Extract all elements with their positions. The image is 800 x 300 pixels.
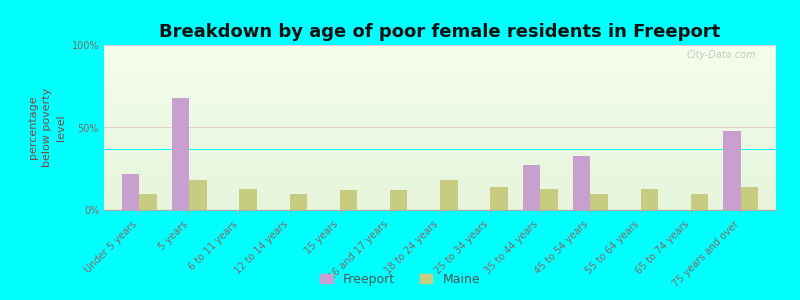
Bar — [104, 122, 776, 125]
Bar — [104, 202, 776, 205]
Bar — [104, 116, 776, 119]
Bar — [104, 130, 776, 133]
Bar — [104, 86, 776, 89]
Bar — [104, 114, 776, 116]
Bar — [190, 180, 207, 210]
Bar — [104, 125, 776, 128]
Bar — [104, 152, 776, 155]
Bar — [104, 141, 776, 144]
Bar — [641, 188, 658, 210]
Bar — [104, 81, 776, 83]
Bar — [104, 166, 776, 169]
Bar — [440, 180, 458, 210]
Bar — [104, 59, 776, 62]
Bar — [104, 149, 776, 152]
Bar — [104, 174, 776, 177]
Bar — [104, 128, 776, 130]
Bar — [104, 50, 776, 53]
Bar — [104, 196, 776, 199]
Bar — [104, 160, 776, 163]
Bar — [104, 94, 776, 97]
Bar — [104, 139, 776, 141]
Bar — [104, 56, 776, 59]
Bar — [104, 119, 776, 122]
Bar — [104, 103, 776, 106]
Bar — [340, 190, 358, 210]
Bar — [290, 194, 307, 210]
Bar — [104, 53, 776, 56]
Bar — [104, 182, 776, 185]
Bar — [590, 194, 608, 210]
Bar — [522, 165, 540, 210]
Bar — [490, 187, 508, 210]
Bar — [104, 177, 776, 180]
Legend: Freeport, Maine: Freeport, Maine — [315, 268, 485, 291]
Bar — [104, 92, 776, 94]
Bar — [104, 136, 776, 139]
Bar — [104, 144, 776, 147]
Bar — [104, 78, 776, 81]
Bar — [104, 64, 776, 67]
Bar — [104, 111, 776, 114]
Bar — [104, 205, 776, 207]
Bar — [104, 185, 776, 188]
Bar — [104, 169, 776, 172]
Bar — [104, 89, 776, 92]
Bar — [104, 67, 776, 70]
Bar — [104, 188, 776, 191]
Bar — [104, 158, 776, 160]
Bar — [104, 108, 776, 111]
Bar — [104, 147, 776, 149]
Bar — [104, 106, 776, 108]
Bar — [573, 155, 590, 210]
Bar — [104, 73, 776, 75]
Y-axis label: percentage
below poverty
level: percentage below poverty level — [28, 88, 66, 167]
Bar — [104, 70, 776, 73]
Bar — [104, 48, 776, 50]
Bar — [104, 180, 776, 182]
Bar — [540, 188, 558, 210]
Bar — [104, 155, 776, 158]
Bar — [122, 174, 139, 210]
Bar — [104, 97, 776, 100]
Title: Breakdown by age of poor female residents in Freeport: Breakdown by age of poor female resident… — [159, 23, 721, 41]
Bar — [741, 187, 758, 210]
Bar — [104, 45, 776, 48]
Bar — [104, 75, 776, 78]
Bar — [104, 172, 776, 174]
Bar — [104, 83, 776, 86]
Bar — [172, 98, 190, 210]
Bar — [723, 131, 741, 210]
Bar — [104, 207, 776, 210]
Bar — [104, 100, 776, 103]
Bar — [139, 194, 157, 210]
Bar — [690, 194, 708, 210]
Bar — [390, 190, 407, 210]
Bar — [104, 163, 776, 166]
Text: City-Data.com: City-Data.com — [686, 50, 756, 60]
Bar — [104, 133, 776, 136]
Bar — [104, 194, 776, 196]
Bar — [104, 61, 776, 64]
Bar — [104, 191, 776, 194]
Bar — [239, 188, 257, 210]
Bar — [104, 199, 776, 202]
